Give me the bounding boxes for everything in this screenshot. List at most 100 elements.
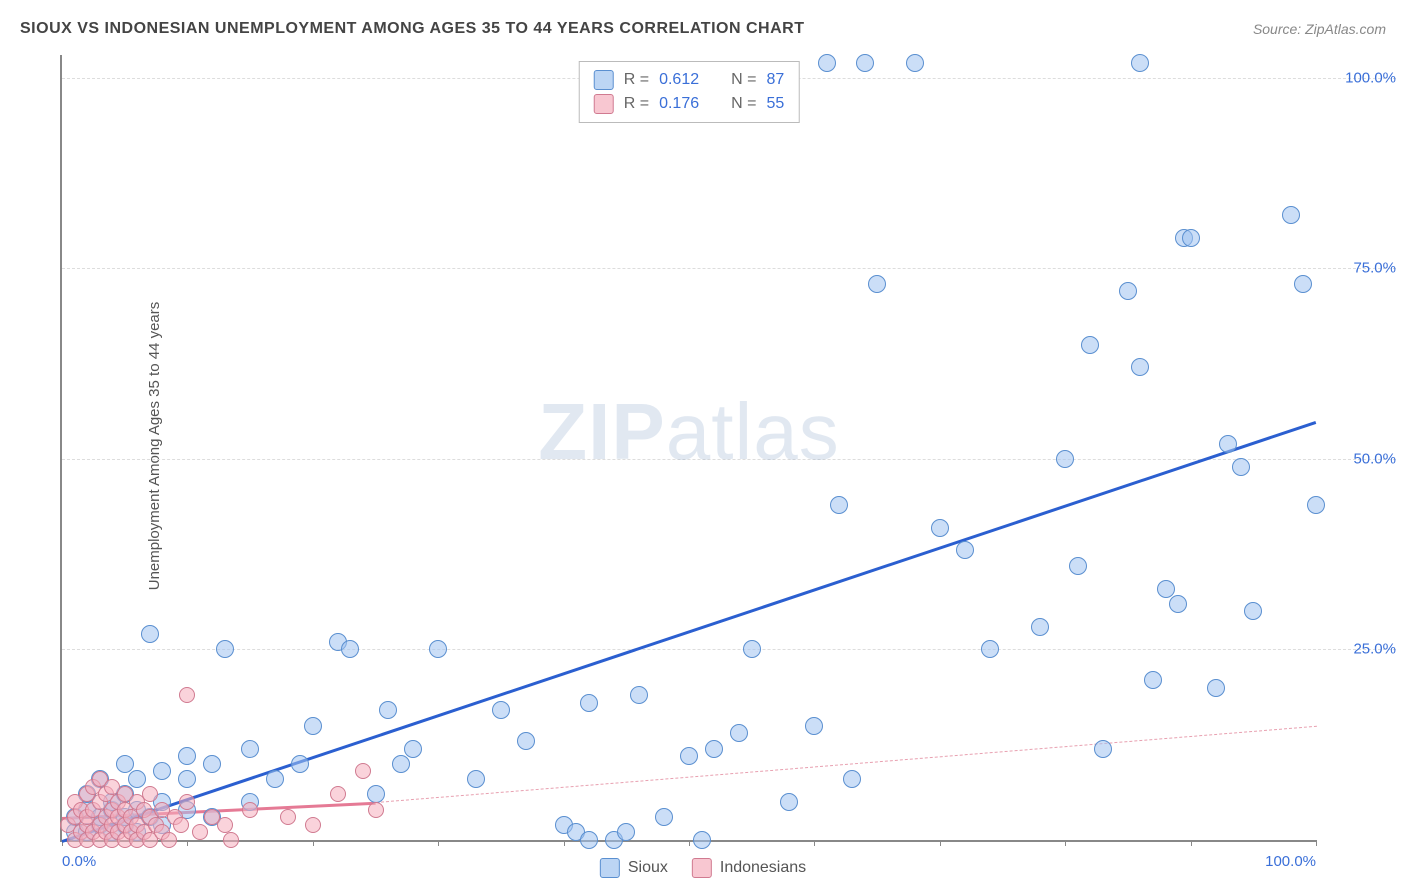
data-point xyxy=(1119,282,1137,300)
data-point xyxy=(868,275,886,293)
legend-row-sioux: R = 0.612 N = 87 xyxy=(594,68,785,92)
data-point xyxy=(173,817,189,833)
data-point xyxy=(223,832,239,848)
watermark-rest: atlas xyxy=(666,387,840,476)
x-tick xyxy=(438,840,439,846)
data-point xyxy=(330,786,346,802)
data-point xyxy=(1244,602,1262,620)
data-point xyxy=(931,519,949,537)
data-point xyxy=(467,770,485,788)
data-point xyxy=(1031,618,1049,636)
x-tick xyxy=(313,840,314,846)
r-label: R = xyxy=(624,95,649,113)
data-point xyxy=(266,770,284,788)
data-point xyxy=(1219,435,1237,453)
swatch-pink-icon xyxy=(692,858,712,878)
watermark: ZIPatlas xyxy=(538,386,839,478)
data-point xyxy=(843,770,861,788)
data-point xyxy=(830,496,848,514)
data-point xyxy=(153,762,171,780)
data-point xyxy=(1094,740,1112,758)
data-point xyxy=(161,832,177,848)
data-point xyxy=(1144,671,1162,689)
data-point xyxy=(178,747,196,765)
legend-label: Indonesians xyxy=(720,859,806,877)
data-point xyxy=(304,717,322,735)
data-point xyxy=(241,740,259,758)
data-point xyxy=(355,763,371,779)
n-label: N = xyxy=(731,95,756,113)
x-tick-label: 100.0% xyxy=(1265,853,1316,870)
legend-label: Sioux xyxy=(628,859,668,877)
y-tick-label: 50.0% xyxy=(1326,450,1396,467)
data-point xyxy=(492,701,510,719)
data-point xyxy=(179,794,195,810)
data-point xyxy=(116,755,134,773)
data-point xyxy=(142,786,158,802)
n-label: N = xyxy=(731,71,756,89)
data-point xyxy=(1169,595,1187,613)
swatch-blue-icon xyxy=(600,858,620,878)
x-tick xyxy=(564,840,565,846)
watermark-bold: ZIP xyxy=(538,387,665,476)
data-point xyxy=(655,808,673,826)
data-point xyxy=(617,823,635,841)
data-point xyxy=(1081,336,1099,354)
data-point xyxy=(1232,458,1250,476)
data-point xyxy=(1056,450,1074,468)
data-point xyxy=(179,687,195,703)
data-point xyxy=(429,640,447,658)
data-point xyxy=(1131,358,1149,376)
data-point xyxy=(1069,557,1087,575)
y-tick-label: 75.0% xyxy=(1326,260,1396,277)
chart-title: SIOUX VS INDONESIAN UNEMPLOYMENT AMONG A… xyxy=(20,20,804,38)
swatch-blue-icon xyxy=(594,70,614,90)
n-value: 55 xyxy=(766,95,784,113)
data-point xyxy=(217,817,233,833)
data-point xyxy=(780,793,798,811)
legend-row-indonesians: R = 0.176 N = 55 xyxy=(594,92,785,116)
data-point xyxy=(517,732,535,750)
x-tick xyxy=(1316,840,1317,846)
gridline xyxy=(62,649,1396,650)
gridline xyxy=(62,268,1396,269)
x-tick xyxy=(1191,840,1192,846)
data-point xyxy=(1294,275,1312,293)
r-label: R = xyxy=(624,71,649,89)
n-value: 87 xyxy=(766,71,784,89)
data-point xyxy=(906,54,924,72)
data-point xyxy=(178,770,196,788)
r-value: 0.176 xyxy=(659,95,699,113)
data-point xyxy=(128,770,146,788)
data-point xyxy=(216,640,234,658)
data-point xyxy=(680,747,698,765)
data-point xyxy=(818,54,836,72)
data-point xyxy=(1157,580,1175,598)
trend-line xyxy=(62,421,1317,843)
data-point xyxy=(1307,496,1325,514)
data-point xyxy=(242,802,258,818)
data-point xyxy=(730,724,748,742)
data-point xyxy=(705,740,723,758)
correlation-legend: R = 0.612 N = 87 R = 0.176 N = 55 xyxy=(579,61,800,123)
data-point xyxy=(743,640,761,658)
data-point xyxy=(580,694,598,712)
data-point xyxy=(1131,54,1149,72)
data-point xyxy=(192,824,208,840)
x-tick xyxy=(814,840,815,846)
data-point xyxy=(404,740,422,758)
data-point xyxy=(280,809,296,825)
x-tick xyxy=(940,840,941,846)
chart-plot-area: ZIPatlas R = 0.612 N = 87 R = 0.176 N = … xyxy=(60,55,1316,842)
source-label: Source: ZipAtlas.com xyxy=(1253,21,1386,37)
data-point xyxy=(305,817,321,833)
legend-item-sioux: Sioux xyxy=(600,858,668,878)
data-point xyxy=(379,701,397,719)
data-point xyxy=(956,541,974,559)
data-point xyxy=(392,755,410,773)
data-point xyxy=(693,831,711,849)
swatch-pink-icon xyxy=(594,94,614,114)
data-point xyxy=(368,802,384,818)
data-point xyxy=(580,831,598,849)
x-tick-label: 0.0% xyxy=(62,853,96,870)
